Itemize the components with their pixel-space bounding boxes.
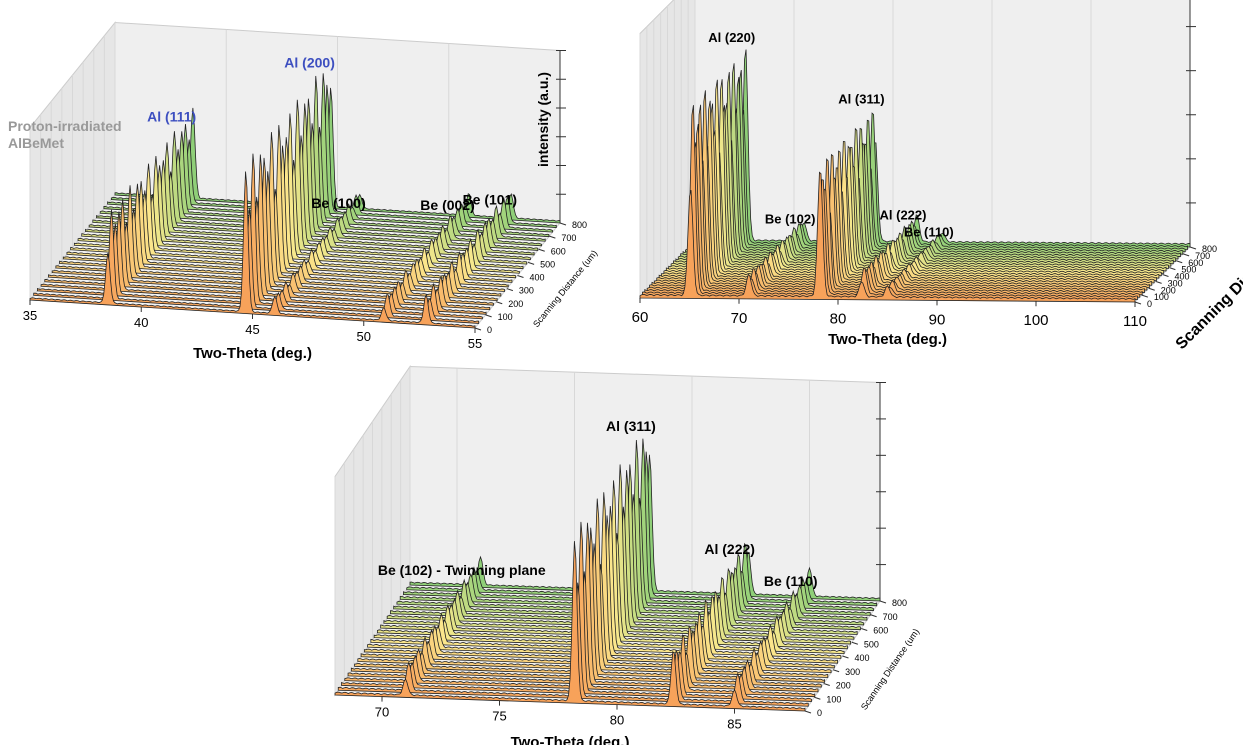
y-tick-label: 0 <box>1147 299 1152 309</box>
peak-label: Al (200) <box>284 54 335 70</box>
peak-label: Be (101) <box>463 192 517 208</box>
peak-label: Be (110) <box>764 573 818 589</box>
y-tick-label: 600 <box>873 626 888 636</box>
tick-mark <box>1155 280 1162 284</box>
peak-label: Al (111) <box>147 109 196 125</box>
tick-mark <box>814 696 821 700</box>
y-tick-label: 600 <box>1188 258 1203 268</box>
y-tick-label: 0 <box>817 708 822 718</box>
x-tick-label: 45 <box>245 322 259 337</box>
tick-mark <box>1162 274 1169 277</box>
tick-mark <box>879 600 887 604</box>
tick-mark <box>506 288 514 292</box>
tick-mark <box>861 628 868 631</box>
tick-mark <box>1141 294 1149 298</box>
peak-label: Al (311) <box>606 418 656 434</box>
tick-mark <box>1182 253 1190 257</box>
x-tick-label: 110 <box>1123 313 1147 330</box>
y-tick-label: 100 <box>498 312 513 322</box>
y-tick-label: 100 <box>826 694 841 704</box>
tick-mark <box>485 314 492 318</box>
x-axis-label: Two-Theta (deg.) <box>828 331 947 348</box>
y-tick-label: 700 <box>883 612 898 622</box>
x-tick-label: 40 <box>134 315 148 330</box>
y-tick-label: 700 <box>1195 251 1210 261</box>
y-tick-label: 700 <box>561 233 576 243</box>
tick-mark <box>832 669 840 673</box>
tick-mark <box>823 683 830 686</box>
tick-mark <box>804 710 812 714</box>
peak-label: Al (311) <box>838 91 884 106</box>
scan-curve <box>639 171 1136 303</box>
x-tick-label: 35 <box>23 308 37 323</box>
back-pane <box>694 0 1191 248</box>
y-tick-label: 800 <box>892 598 907 608</box>
y-tick-label: 300 <box>845 667 860 677</box>
peak-label: Be (102) <box>765 211 816 226</box>
y-tick-label: 100 <box>1154 292 1169 302</box>
tick-mark <box>496 301 503 305</box>
tick-mark <box>517 275 524 278</box>
x-tick-label: 75 <box>492 709 506 724</box>
tick-mark <box>474 327 482 331</box>
y-tick-label: 400 <box>855 653 870 663</box>
y-tick-label: 400 <box>530 273 545 283</box>
y-tick-label: 600 <box>551 246 566 256</box>
y-tick-label: 0 <box>487 325 492 335</box>
peak-label: Al (222) <box>704 541 755 557</box>
tick-mark <box>559 222 567 226</box>
x-tick-label: 70 <box>375 705 389 720</box>
peak-label: Be (002) <box>420 197 474 213</box>
x-tick-label: 80 <box>830 311 847 328</box>
tick-mark <box>870 614 877 618</box>
tick-mark <box>538 248 545 252</box>
peak-label: Be (100) <box>311 195 365 211</box>
peak-label: Be (102) - Twinning plane <box>378 562 546 578</box>
x-tick-label: 55 <box>468 336 482 351</box>
peak-label: Al (220) <box>708 30 755 45</box>
x-tick-label: 100 <box>1023 312 1048 329</box>
z-axis-label: intensity (a.u.) <box>535 72 551 167</box>
y-tick-label: 200 <box>508 299 523 309</box>
x-tick-label: 50 <box>357 329 371 344</box>
scan-curve <box>29 171 476 329</box>
x-tick-label: 70 <box>731 310 748 327</box>
tick-mark <box>842 655 849 659</box>
y-tick-label: 500 <box>1181 265 1196 275</box>
tick-mark <box>851 641 859 645</box>
peak-label: Be (110) <box>904 225 954 240</box>
peak-label: Al (222) <box>880 208 927 223</box>
annotation: Proton-irradiated AlBeMet <box>8 118 122 151</box>
tick-mark <box>549 235 556 239</box>
x-tick-label: 85 <box>727 717 741 732</box>
y-tick-label: 500 <box>540 259 555 269</box>
y-tick-label: 800 <box>572 220 587 230</box>
x-axis-label: Two-Theta (deg.) <box>193 345 312 362</box>
y-tick-label: 300 <box>1168 278 1183 288</box>
y-tick-label: 300 <box>519 286 534 296</box>
y-tick-label: 400 <box>1175 272 1190 282</box>
y-tick-label: 200 <box>1161 285 1176 295</box>
tick-mark <box>1169 267 1176 271</box>
y-tick-label: 500 <box>864 639 879 649</box>
tick-mark <box>1189 246 1197 250</box>
tick-mark <box>1134 301 1142 305</box>
tick-mark <box>1176 260 1183 264</box>
y-tick-label: 200 <box>836 681 851 691</box>
x-tick-label: 90 <box>929 311 946 328</box>
x-tick-label: 60 <box>632 309 649 326</box>
x-tick-label: 80 <box>610 713 624 728</box>
y-tick-label: 800 <box>1202 244 1217 254</box>
tick-mark <box>1148 287 1155 291</box>
x-axis-label: Two-Theta (deg.) <box>511 734 630 745</box>
scan-curve <box>334 541 806 712</box>
tick-mark <box>527 261 535 265</box>
